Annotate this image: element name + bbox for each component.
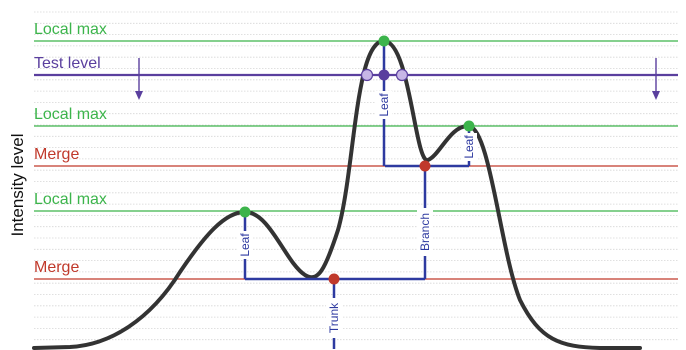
svg-text:Trunk: Trunk	[327, 302, 341, 333]
level-label-local-max-top: Local max	[34, 21, 107, 38]
leaf-label-center: Leaf	[376, 91, 392, 119]
test-crossing-dot-right	[395, 68, 409, 82]
svg-text:Leaf: Leaf	[377, 93, 391, 117]
level-label-test-level: Test level	[34, 55, 101, 72]
svg-text:Leaf: Leaf	[238, 233, 252, 257]
level-label-merge-upper: Merge	[34, 146, 79, 163]
merge-dot-lower	[328, 273, 340, 285]
background-grid	[34, 11, 678, 341]
trunk-label: Trunk	[326, 298, 342, 338]
local-max-dot-top	[378, 35, 390, 47]
test-crossing-dot-center	[378, 69, 390, 81]
local-max-dot-left	[239, 206, 251, 218]
test-crossing-dot-left	[360, 68, 374, 82]
leaf-label-left: Leaf	[237, 231, 253, 259]
branch-label: Branch	[417, 208, 433, 256]
level-label-local-max-bottom: Local max	[34, 191, 107, 208]
level-label-merge-lower: Merge	[34, 259, 79, 276]
tree-structure	[243, 41, 471, 349]
down-arrow-icon	[652, 58, 660, 100]
merge-dot-upper	[419, 160, 431, 172]
svg-text:Leaf: Leaf	[462, 135, 476, 159]
level-label-local-max-middle: Local max	[34, 106, 107, 123]
y-axis-label: Intensity level	[8, 134, 27, 237]
down-arrow-icon	[135, 58, 143, 100]
svg-text:Branch: Branch	[418, 213, 432, 251]
leaf-label-right: Leaf	[461, 133, 477, 161]
local-max-dot-right	[463, 120, 475, 132]
